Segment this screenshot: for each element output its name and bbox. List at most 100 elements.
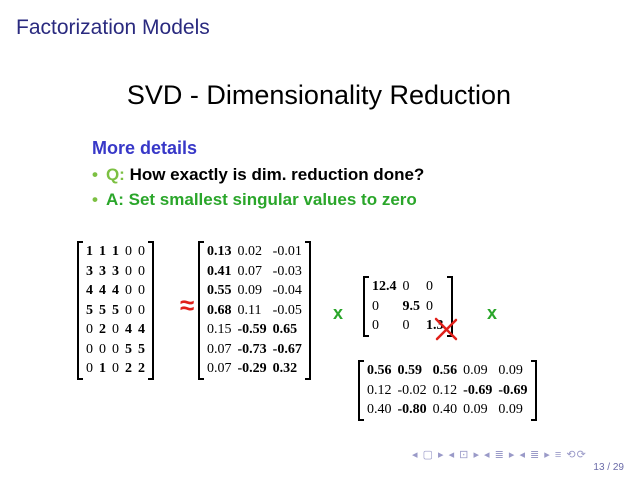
- matrix-row: 0.40 -0.80 0.40 0.09 0.09: [364, 400, 531, 420]
- matrix-cell: 0.07: [237, 263, 263, 279]
- matrix-row: 0.07 -0.73 -0.67: [204, 340, 305, 360]
- bullet-dot-icon: •: [92, 190, 98, 209]
- matrix-cell: 0.32: [272, 361, 298, 376]
- matrix-sigma-table: 12.4 0 0 0 9.5 0 0 0 1.3: [369, 277, 447, 336]
- matrix-cell: 1: [99, 244, 106, 259]
- matrix-cell: 0.40: [432, 402, 458, 417]
- matrix-cell: 5: [99, 302, 106, 318]
- matrix-cell: 0.55: [207, 283, 232, 298]
- matrix-cell: -0.67: [272, 341, 302, 357]
- matrix-cell: 2: [125, 361, 132, 376]
- matrix-u: 0.13 0.02 -0.01 0.41 0.07 -0.03 0.55 0.09 -0.04 0…: [198, 241, 311, 380]
- matrix-cell: 0.09: [237, 283, 263, 298]
- matrix-cell: -0.03: [272, 263, 302, 279]
- matrix-cell: 9.5: [402, 298, 421, 314]
- matrix-cell: 0: [426, 298, 433, 314]
- matrix-cell: 1: [86, 244, 93, 259]
- matrix-cell: 0.11: [237, 302, 262, 318]
- matrix-cell: 0: [112, 322, 119, 337]
- matrix-cell: 0: [112, 341, 119, 357]
- matrix-cell: -0.04: [272, 283, 302, 298]
- matrix-cell: 0: [125, 263, 132, 279]
- matrix-cell: 0: [138, 302, 145, 318]
- matrix-row: 0 9.5 0: [369, 297, 447, 317]
- matrix-cell: 0.09: [463, 402, 488, 417]
- matrix-cell: 0: [402, 279, 410, 294]
- frame-title: Factorization Models: [16, 16, 210, 39]
- matrix-cell: -0.73: [237, 341, 267, 357]
- matrix-cell: 1: [99, 361, 106, 376]
- matrix-cell: 4: [112, 283, 119, 298]
- matrix-cell: 0: [86, 361, 93, 376]
- matrix-cell: -0.80: [397, 402, 427, 417]
- matrix-cell: 0.09: [463, 363, 488, 378]
- matrix-row: 0.55 0.09 -0.04: [204, 281, 305, 301]
- matrix-cell: 0: [86, 341, 93, 357]
- details-heading: More details: [92, 138, 198, 158]
- matrix-cell: -0.01: [272, 244, 302, 259]
- matrix-cell: 3: [86, 263, 93, 279]
- matrix-cell: 0: [402, 318, 410, 333]
- matrix-row: 0.07 -0.29 0.32: [204, 359, 305, 379]
- matrix-cell: 0.56: [432, 363, 458, 378]
- matrix-cell: -0.69: [498, 382, 528, 398]
- matrix-cell: 3: [99, 263, 106, 279]
- matrix-cell: 0.09: [498, 402, 523, 417]
- matrix-row: 0.13 0.02 -0.01: [204, 242, 305, 262]
- matrix-cell: 0.09: [498, 363, 523, 378]
- matrix-cell: -0.29: [237, 361, 267, 376]
- matrix-cell: 0.12: [432, 382, 458, 398]
- matrix-cell: 0: [372, 318, 379, 333]
- page-number: 13 / 29: [593, 462, 624, 473]
- times-symbol: x: [487, 303, 498, 323]
- matrix-cell: 0.41: [207, 263, 232, 279]
- matrix-cell: 4: [99, 283, 106, 298]
- matrix-cell: 0: [112, 361, 119, 376]
- matrix-cell: 0.13: [207, 244, 232, 259]
- matrix-v: 0.56 0.59 0.56 0.09 0.09 0.12 -0.02 0.12 -0.69 -0…: [358, 360, 537, 421]
- matrix-cell: 5: [138, 341, 145, 357]
- matrix-cell: -0.05: [272, 302, 302, 318]
- matrix-cell: 0: [125, 302, 132, 318]
- matrix-row: 0.68 0.11 -0.05: [204, 301, 305, 321]
- matrix-cell: 4: [125, 322, 132, 337]
- matrix-row: 0.12 -0.02 0.12 -0.69 -0.69: [364, 381, 531, 401]
- matrix-cell: 0: [125, 244, 132, 259]
- matrix-row: 0.41 0.07 -0.03: [204, 262, 305, 282]
- matrix-cell: 1: [112, 244, 119, 259]
- matrix-cell: 3: [112, 263, 119, 279]
- matrix-u-table: 0.13 0.02 -0.01 0.41 0.07 -0.03 0.55 0.09 -0.04 0…: [204, 242, 305, 379]
- matrix-cell: 2: [99, 322, 106, 337]
- matrix-cell: 0: [138, 244, 145, 259]
- matrix-v-table: 0.56 0.59 0.56 0.09 0.09 0.12 -0.02 0.12 -0.69 -0…: [364, 361, 531, 420]
- matrix-cell: 0: [138, 263, 145, 279]
- matrix-cell: 0: [426, 279, 433, 294]
- matrix-sigma: 12.4 0 0 0 9.5 0 0 0 1.3: [363, 276, 453, 337]
- matrix-cell: 0.15: [207, 322, 232, 337]
- matrix-cell: 0.59: [397, 363, 423, 378]
- details-block: More details • Q: How exactly is dim. red…: [92, 138, 424, 215]
- bullet-question: • Q: How exactly is dim. reduction done?: [92, 165, 424, 185]
- matrix-row: 0.56 0.59 0.56 0.09 0.09: [364, 361, 531, 381]
- beamer-navigation[interactable]: ◂ ▢ ▸ ◂ ⊡ ▸ ◂ ≣ ▸ ◂ ≣ ▸ ≡ ⟲⟳: [412, 449, 587, 461]
- matrix-cell: 0.07: [207, 361, 232, 376]
- matrix-cell: 0: [125, 283, 132, 298]
- matrix-cell: 0.56: [367, 363, 392, 378]
- bullet-dot-icon: •: [92, 165, 98, 184]
- matrix-cell: 0.02: [237, 244, 263, 259]
- question-label: Q:: [105, 165, 125, 184]
- matrix-cell: 5: [86, 302, 93, 318]
- matrix-cell: -0.69: [463, 382, 493, 398]
- matrix-cell: 5: [112, 302, 119, 318]
- matrix-cell: 4: [86, 283, 93, 298]
- matrix-cell: -0.59: [237, 322, 267, 337]
- matrix-cell: -0.02: [397, 382, 427, 398]
